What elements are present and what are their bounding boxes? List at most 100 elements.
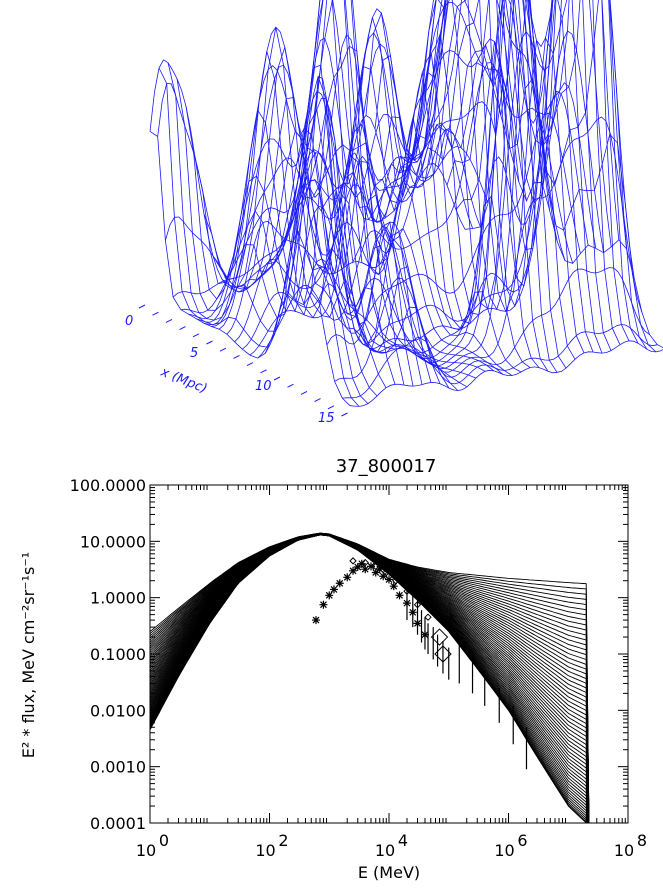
wire-line [464, 79, 663, 348]
data-star [329, 585, 338, 594]
y-tick-label: 0.0001 [90, 814, 146, 833]
wire-line [419, 0, 621, 345]
data-star [385, 575, 393, 584]
y-tick-label: 0.0100 [90, 701, 146, 720]
x-tick-label: 10 [614, 841, 634, 860]
wire-line [342, 324, 658, 399]
y-tick-label: 100.0000 [70, 476, 146, 495]
wire-line [392, 0, 594, 353]
surface-axis-tick [138, 304, 146, 309]
wire-line [185, 106, 387, 388]
wire-line [149, 131, 351, 406]
wire-line [329, 72, 531, 368]
wire-line [326, 116, 643, 373]
x-tick-label: 10 [494, 841, 514, 860]
x-tick-label: 10 [255, 841, 275, 860]
wire-line [295, 0, 612, 359]
data-star [408, 608, 417, 617]
observed-data [311, 557, 528, 770]
data-star [389, 582, 398, 591]
x-tick-exponent: 4 [398, 831, 408, 850]
wire-line [188, 0, 504, 319]
surface-wireframe [138, 0, 663, 417]
surface-axis-tick [179, 326, 186, 331]
surface-axis-tick [287, 383, 294, 388]
data-diamond [403, 587, 411, 595]
data-star [395, 591, 404, 600]
model-curve [150, 532, 590, 823]
data-star [379, 572, 388, 581]
wire-line [196, 0, 512, 323]
wire-line [272, 75, 589, 345]
wire-line [230, 47, 432, 383]
y-tick-label: 0.0010 [90, 758, 146, 777]
x-tick-label: 10 [136, 841, 156, 860]
data-diamond [424, 613, 432, 621]
wire-line [257, 127, 459, 391]
wire-line [249, 0, 566, 356]
wire-line [302, 45, 504, 375]
surface-axis-tick [246, 362, 254, 367]
wire-line [347, 0, 549, 372]
wire-line [401, 0, 603, 354]
surface-axis-tick [233, 354, 240, 359]
data-star [371, 568, 380, 577]
wire-line [349, 340, 663, 407]
surface-axis-tick [300, 390, 308, 395]
data-star [361, 565, 370, 574]
surface-axis-tick [219, 347, 227, 352]
data-star [349, 566, 358, 575]
y-tick-label: 1.0000 [90, 589, 146, 608]
surface-axis-tick [341, 412, 348, 417]
surface-axis-tick [273, 376, 281, 381]
wire-line [334, 267, 650, 382]
axis-ticks: 100102104106108100.000010.00001.00000.10… [70, 476, 647, 860]
wire-line [218, 0, 535, 330]
data-star [357, 559, 366, 568]
data-star [367, 562, 376, 571]
data-star [413, 619, 422, 628]
wire-line [383, 0, 585, 354]
surface-axis-tick [206, 340, 213, 345]
surface-axis-tick [260, 369, 267, 374]
wire-line [374, 0, 576, 360]
surface-tick-10: 10 [255, 379, 272, 394]
surface-axis-tick [314, 398, 321, 403]
wire-line [158, 67, 360, 407]
surface-axis-tick [192, 333, 200, 338]
surface-tick-5: 5 [190, 346, 198, 361]
model-curves [150, 532, 590, 823]
data-star [319, 600, 328, 609]
chart-title: 37_800017 [336, 456, 437, 477]
wire-line [165, 8, 481, 290]
wire-line [356, 0, 558, 373]
surface-axis-label: x (Mpc) [158, 364, 210, 396]
surface-tick-15: 15 [318, 411, 335, 426]
surface-axis-tick [327, 405, 335, 410]
y-tick-label: 0.1000 [90, 645, 146, 664]
wire-line [167, 62, 369, 404]
data-diamond [430, 628, 449, 646]
data-star [402, 599, 411, 608]
wire-line [221, 27, 423, 385]
wire-line [176, 78, 378, 397]
wire-line [239, 96, 441, 384]
x-tick-exponent: 2 [278, 831, 288, 850]
wire-line [212, 51, 414, 387]
surface-axis-tick [165, 318, 173, 323]
data-star [311, 616, 320, 625]
x-tick-exponent: 8 [637, 831, 647, 850]
wire-line [242, 0, 558, 350]
data-diamond [349, 557, 357, 565]
surface-axis-tick [152, 311, 159, 316]
wire-line [428, 0, 630, 341]
wire-line [194, 76, 396, 385]
data-star [420, 630, 429, 639]
spectrum-chart: 37_800017 100102104106108100.000010.0000… [19, 456, 647, 882]
x-tick-label: 10 [375, 841, 395, 860]
y-tick-label: 10.0000 [80, 532, 146, 551]
wire-line [284, 0, 486, 372]
wire-line [293, 0, 495, 372]
data-star [335, 579, 344, 588]
